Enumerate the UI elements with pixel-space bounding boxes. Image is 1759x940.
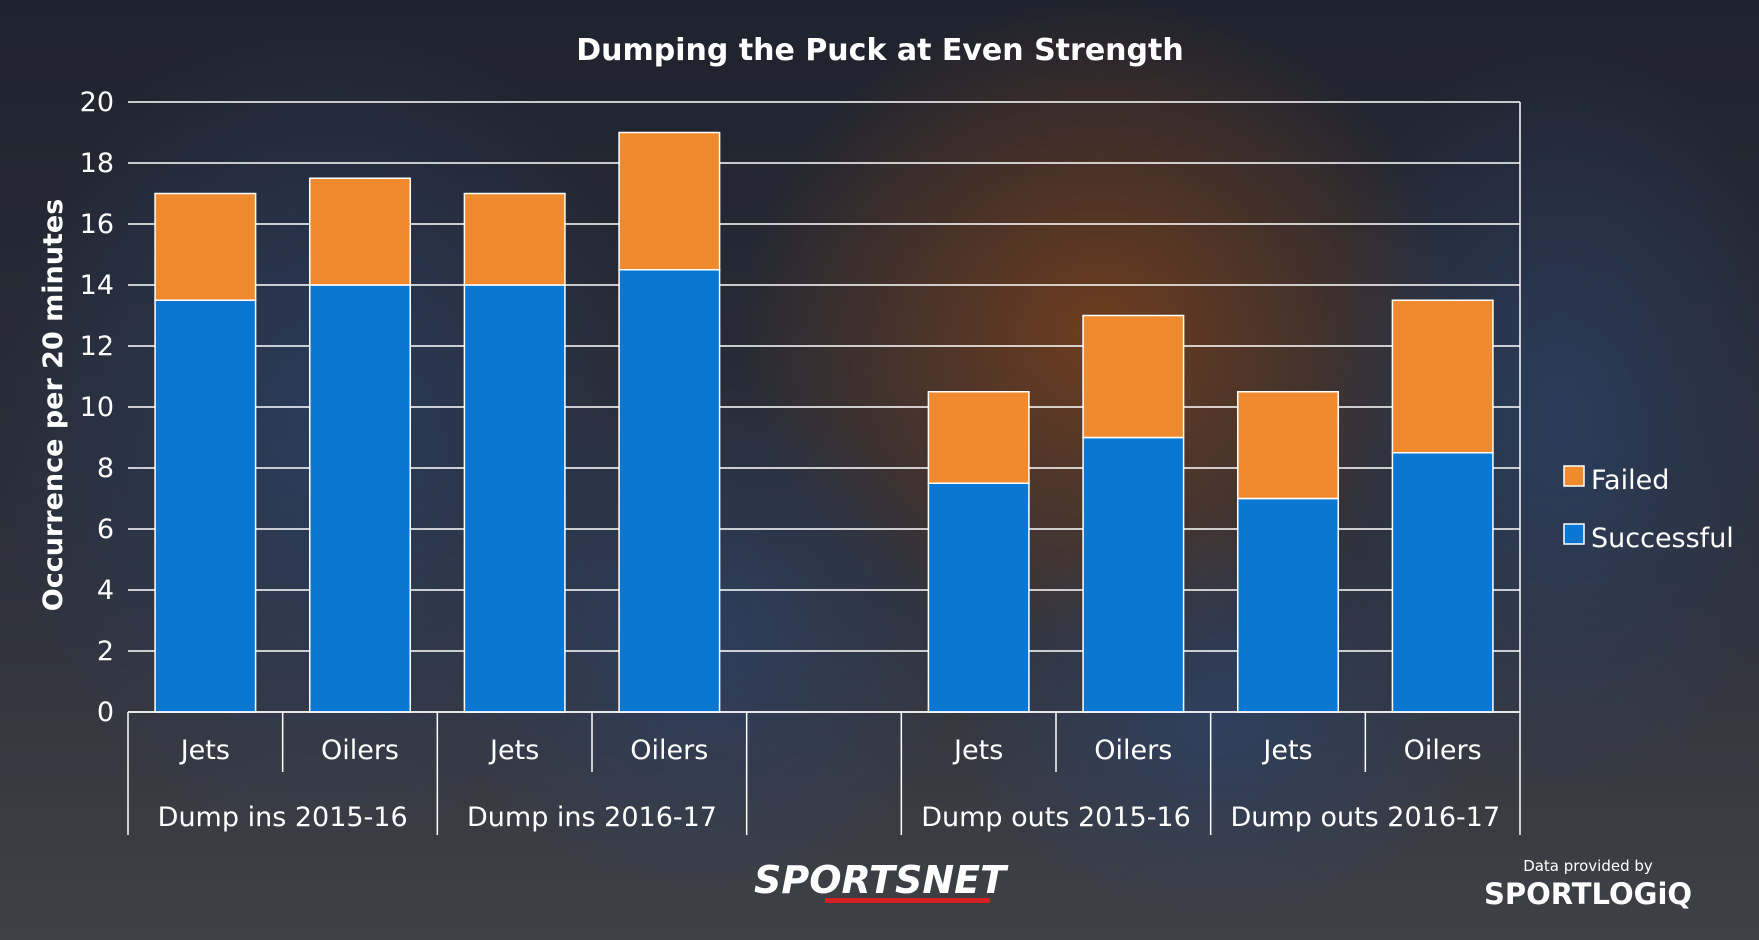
bar-successful-6 (1236, 497, 1340, 713)
x-category-label: Oilers (630, 735, 708, 766)
x-category-label: Jets (488, 735, 539, 766)
sportsnet-logo: SPORTSNET (754, 858, 1009, 902)
sportlogiq-logo: SPORTLOGiQ (1484, 877, 1692, 911)
y-tick-label: 12 (80, 331, 114, 362)
bar-failed-4 (927, 391, 1030, 484)
legend-swatch-failed (1563, 465, 1585, 487)
legend-label-failed: Failed (1591, 465, 1669, 496)
y-tick-label: 18 (80, 148, 114, 179)
x-category-label: Jets (952, 735, 1003, 766)
sportsnet-logo-underline (825, 898, 990, 903)
y-tick-label: 6 (97, 514, 114, 545)
x-group-label: Dump ins 2016-17 (467, 802, 717, 833)
bar-failed-0 (154, 192, 257, 301)
y-tick-label: 4 (97, 575, 114, 606)
bar-failed-3 (618, 131, 721, 271)
bar-successful-0 (154, 299, 257, 713)
bar-successful-2 (463, 284, 566, 713)
chart-title: Dumping the Puck at Even Strength (576, 33, 1183, 68)
x-group-label: Dump ins 2015-16 (158, 802, 408, 833)
y-tick-label: 2 (97, 636, 114, 667)
y-tick-label: 20 (80, 87, 114, 118)
x-category-label: Oilers (321, 735, 399, 766)
legend-swatch-successful (1563, 523, 1585, 545)
x-category-label: Jets (1261, 735, 1312, 766)
bar-failed-6 (1236, 391, 1340, 500)
legend-label-successful: Successful (1591, 523, 1734, 554)
bar-successful-7 (1391, 452, 1494, 713)
legend: Failed Successful (1563, 465, 1734, 554)
y-tick-label: 10 (80, 392, 114, 423)
bar-failed-7 (1391, 299, 1494, 454)
y-tick-label: 0 (97, 697, 114, 728)
bar-successful-1 (308, 284, 412, 713)
y-tick-label: 14 (80, 270, 114, 301)
credit-line: Data provided by (1523, 857, 1653, 875)
x-axis: Jets Oilers Jets Oilers Jets Oilers Jets Oilers… (127, 711, 1521, 835)
y-tick-label: 16 (80, 209, 114, 240)
bar-successful-5 (1082, 436, 1185, 713)
y-tick-label: 8 (97, 453, 114, 484)
x-group-label: Dump outs 2015-16 (921, 802, 1191, 833)
x-category-label: Jets (179, 735, 230, 766)
x-category-label: Oilers (1094, 735, 1172, 766)
y-tick-labels: 0 2 4 6 8 10 12 14 16 18 20 (80, 87, 114, 728)
y-axis-label: Occurrence per 20 minutes (38, 199, 69, 612)
bar-failed-2 (463, 192, 566, 286)
bars (154, 131, 1494, 713)
bar-successful-3 (618, 269, 721, 713)
branding: SPORTSNET Data provided by SPORTLOGiQ (754, 857, 1692, 911)
x-category-label: Oilers (1404, 735, 1482, 766)
x-group-label: Dump outs 2016-17 (1231, 802, 1501, 833)
bar-failed-1 (308, 177, 412, 286)
bar-successful-4 (927, 482, 1030, 713)
bar-failed-5 (1082, 314, 1185, 439)
